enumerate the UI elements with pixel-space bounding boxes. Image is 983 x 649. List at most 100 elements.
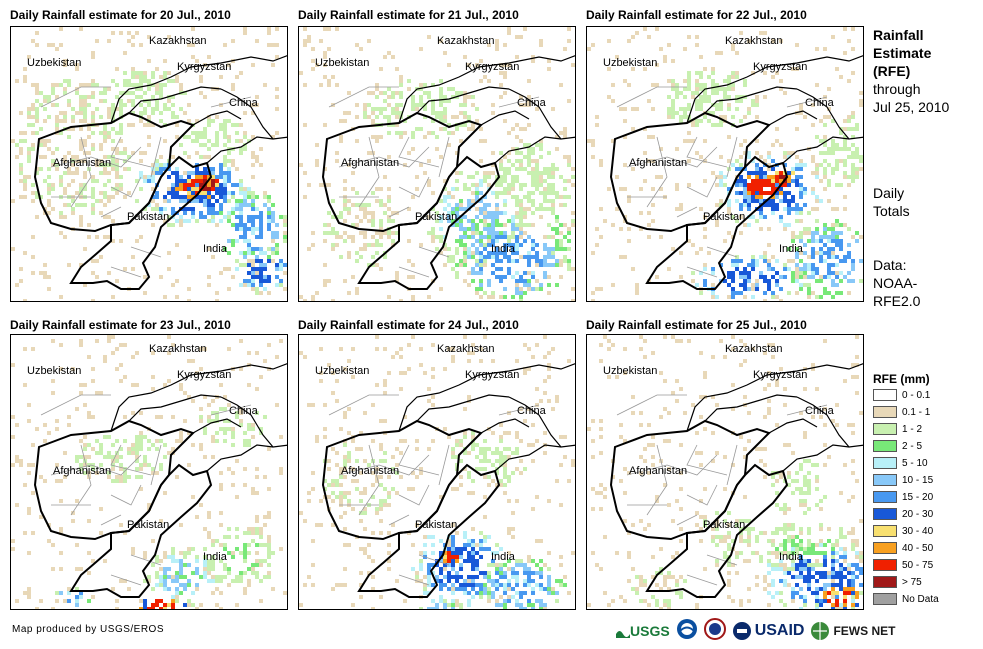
rainfall-cell <box>351 347 355 351</box>
rainfall-cell <box>675 87 679 91</box>
rainfall-cell <box>511 575 515 579</box>
rainfall-cell <box>807 483 811 487</box>
rainfall-cell <box>799 175 803 179</box>
rainfall-cell <box>219 171 223 175</box>
rainfall-cell <box>763 71 767 75</box>
rainfall-cell <box>379 519 383 523</box>
rainfall-cell <box>483 475 487 479</box>
rainfall-cell <box>543 587 547 591</box>
rainfall-cell <box>243 559 247 563</box>
rainfall-cell <box>303 519 307 523</box>
rainfall-cell <box>199 367 203 371</box>
rainfall-cell <box>371 111 375 115</box>
rainfall-cell <box>571 267 575 271</box>
rainfall-cell <box>511 183 515 187</box>
rainfall-cell <box>527 123 531 127</box>
rainfall-cell <box>331 75 335 79</box>
rainfall-cell <box>59 231 63 235</box>
rainfall-cell <box>699 451 703 455</box>
rainfall-cell <box>819 259 823 263</box>
rainfall-cell <box>147 447 151 451</box>
rainfall-cell <box>215 603 219 607</box>
rainfall-cell <box>547 587 551 591</box>
rainfall-cell <box>771 275 775 279</box>
rainfall-cell <box>307 247 311 251</box>
rainfall-cell <box>747 271 751 275</box>
rainfall-cell <box>243 203 247 207</box>
rainfall-cell <box>723 183 727 187</box>
rainfall-cell <box>487 175 491 179</box>
rainfall-cell <box>263 415 267 419</box>
rainfall-cell <box>75 499 79 503</box>
rainfall-cell <box>419 559 423 563</box>
rainfall-cell <box>559 503 563 507</box>
rainfall-cell <box>787 267 791 271</box>
rainfall-cell <box>555 191 559 195</box>
rainfall-cell <box>275 275 279 279</box>
rainfall-cell <box>427 95 431 99</box>
rainfall-cell <box>19 459 23 463</box>
rainfall-cell <box>451 187 455 191</box>
northern-border <box>110 363 287 432</box>
rainfall-cell <box>835 167 839 171</box>
rainfall-cell <box>379 419 383 423</box>
rainfall-cell <box>371 495 375 499</box>
rainfall-cell <box>475 551 479 555</box>
rainfall-cell <box>187 187 191 191</box>
rainfall-cell <box>455 455 459 459</box>
rainfall-cell <box>311 471 315 475</box>
rainfall-cell <box>47 183 51 187</box>
rainfall-cell <box>263 267 267 271</box>
rainfall-cell <box>255 103 259 107</box>
rainfall-cell <box>779 367 783 371</box>
rainfall-cell <box>183 195 187 199</box>
rainfall-cell <box>199 215 203 219</box>
rainfall-cell <box>667 115 671 119</box>
rainfall-cell <box>371 119 375 123</box>
rainfall-cell <box>759 275 763 279</box>
rainfall-cell <box>523 563 527 567</box>
rainfall-cell <box>431 111 435 115</box>
rainfall-cell <box>543 167 547 171</box>
rainfall-cell <box>623 187 627 191</box>
rainfall-cell <box>111 443 115 447</box>
rainfall-cell <box>235 527 239 531</box>
rainfall-cell <box>187 179 191 183</box>
rainfall-cell <box>635 283 639 287</box>
rainfall-cell <box>515 291 519 295</box>
rainfall-cell <box>451 223 455 227</box>
india-border <box>736 136 863 228</box>
rainfall-cell <box>179 195 183 199</box>
rainfall-cell <box>123 83 127 87</box>
rainfall-cell <box>523 143 527 147</box>
rainfall-cell <box>367 115 371 119</box>
rainfall-cell <box>643 27 647 31</box>
rainfall-cell <box>663 583 667 587</box>
rainfall-cell <box>535 159 539 163</box>
rainfall-cell <box>835 571 839 575</box>
rainfall-cell <box>363 247 367 251</box>
rainfall-cell <box>835 591 839 595</box>
rainfall-cell <box>451 583 455 587</box>
rainfall-cell <box>535 183 539 187</box>
rainfall-cell <box>135 351 139 355</box>
rainfall-cell <box>371 483 375 487</box>
rainfall-cell <box>715 543 719 547</box>
rainfall-cell <box>139 119 143 123</box>
rainfall-cell <box>819 251 823 255</box>
rainfall-cell <box>119 475 123 479</box>
rainfall-cell <box>391 219 395 223</box>
rainfall-cell <box>743 539 747 543</box>
rainfall-cell <box>135 383 139 387</box>
rainfall-cell <box>451 211 455 215</box>
rainfall-cell <box>771 75 775 79</box>
rainfall-cell <box>863 267 864 271</box>
rainfall-cell <box>87 455 91 459</box>
rainfall-cell <box>567 99 571 103</box>
rainfall-cell <box>499 83 503 87</box>
rainfall-cell <box>123 375 127 379</box>
rainfall-cell <box>815 475 819 479</box>
rainfall-cell <box>695 251 699 255</box>
rainfall-cell <box>91 83 95 87</box>
rainfall-cell <box>431 563 435 567</box>
